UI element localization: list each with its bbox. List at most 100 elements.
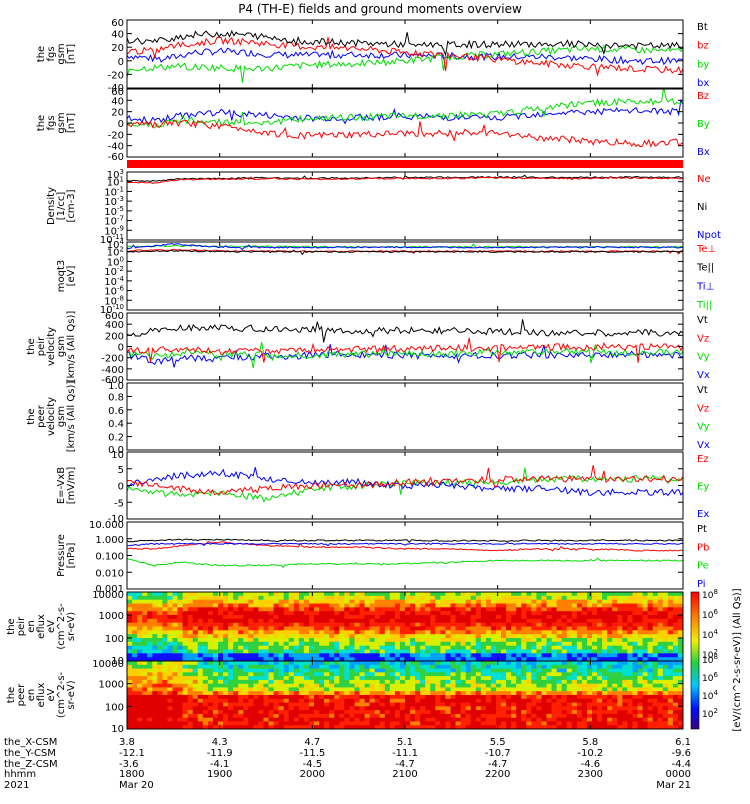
series-line-3 bbox=[127, 538, 683, 543]
series-lines bbox=[127, 538, 683, 569]
legend-entry: Ex bbox=[697, 509, 709, 520]
y-axis-label: peer bbox=[16, 683, 27, 707]
y-tick-label: -60 bbox=[108, 152, 124, 163]
legend-entry: Npot bbox=[697, 230, 721, 241]
x-tick-value: Mar 21 bbox=[656, 780, 691, 791]
colorbar-label: [eV/(cm^2-s-sr-eV)] (All Qs)] bbox=[732, 588, 743, 731]
y-axis-label: peir bbox=[16, 616, 27, 636]
legend-entry: Pb bbox=[697, 542, 709, 553]
y-axis-label: the bbox=[26, 338, 37, 354]
x-tick-value: 2300 bbox=[578, 769, 603, 780]
x-tick-value: 5.5 bbox=[490, 737, 506, 748]
series-lines bbox=[127, 174, 683, 184]
series-line-3 bbox=[127, 249, 683, 256]
legend-entry: Vx bbox=[697, 370, 710, 381]
x-tick-value: -11.9 bbox=[207, 748, 233, 759]
y-axis-label: [nT] bbox=[66, 113, 77, 133]
y-axis-label: gsm bbox=[56, 43, 67, 64]
x-row-label: the_Y-CSM bbox=[4, 748, 56, 759]
panel-efield: 10 5 0 -5 -10 E=-VxB [mV/m] Ez Ey Ex bbox=[56, 450, 709, 525]
panel-frame bbox=[126, 171, 684, 241]
series-line-0 bbox=[127, 467, 683, 503]
y-tick-label: 0.100 bbox=[95, 552, 124, 563]
x-tick-value: -4.1 bbox=[210, 759, 230, 770]
y-tick-label: 600 bbox=[105, 311, 124, 322]
y-tick-label: -20 bbox=[108, 130, 124, 141]
x-tick-value: 1900 bbox=[207, 769, 232, 780]
y-axis-label: gsm bbox=[56, 336, 67, 357]
y-axis-label: (cm^2-s- bbox=[56, 603, 67, 650]
legend-entry: Te⊥ bbox=[696, 244, 716, 255]
panel-peer-velocity: 1.00.8 0.6 0.4 0.20.0 the peer velocity gsm [km/… bbox=[26, 381, 710, 456]
colorbar-tick-label: 104 bbox=[702, 628, 718, 641]
series-line-3 bbox=[127, 29, 683, 57]
series-line-0 bbox=[127, 98, 683, 125]
quality-flag-bar bbox=[127, 160, 683, 168]
y-tick-label: 10-2 bbox=[104, 265, 124, 278]
y-tick-label: -200 bbox=[101, 354, 124, 365]
y-tick-label: 102 bbox=[107, 246, 124, 259]
y-tick-label: 20 bbox=[111, 43, 124, 54]
y-tick-label: 1000 bbox=[99, 611, 124, 622]
y-tick-label: 0 bbox=[118, 57, 124, 68]
y-tick-label: 0.0 bbox=[108, 445, 124, 456]
legend-entry: Vz bbox=[697, 403, 709, 414]
y-axis-label: en bbox=[26, 620, 37, 633]
series-line-0 bbox=[127, 557, 683, 569]
y-axis-label: Density bbox=[46, 187, 57, 225]
colorbar-tick-label: 106 bbox=[702, 671, 718, 684]
x-tick-value: -9.6 bbox=[671, 748, 691, 759]
y-tick-label: 10-6 bbox=[104, 285, 124, 298]
y-tick-label: 400 bbox=[105, 320, 124, 331]
series-lines bbox=[127, 319, 683, 369]
panel-frame bbox=[126, 521, 684, 590]
y-axis-label: eV bbox=[46, 688, 57, 701]
x-tick-value: -4.7 bbox=[488, 759, 508, 770]
x-row-label: 2021 bbox=[4, 780, 29, 791]
y-axis-label: en bbox=[26, 689, 37, 702]
y-tick-label: 60 bbox=[111, 18, 124, 29]
colorbar: 108 108 106 106 104 104 102 102 [eV/(cm^2-s-sr-e… bbox=[690, 588, 743, 732]
y-tick-label: 10-5 bbox=[104, 205, 124, 218]
x-tick-value: Mar 20 bbox=[119, 780, 154, 791]
y-axis-label: gsm bbox=[56, 112, 67, 133]
y-axis-label: eflux bbox=[36, 683, 47, 708]
y-axis-label: fgs bbox=[46, 115, 57, 130]
y-tick-label: 100 bbox=[107, 255, 124, 268]
legend-entry: Vx bbox=[697, 440, 710, 451]
y-axis-label: E=-VxB bbox=[56, 467, 67, 504]
y-axis-label: (cm^2-s- bbox=[56, 671, 67, 718]
x-tick-value: 5.8 bbox=[582, 737, 598, 748]
y-tick-label: -5 bbox=[114, 498, 124, 509]
series-lines bbox=[127, 465, 683, 503]
x-tick-value: -11.5 bbox=[299, 748, 325, 759]
y-tick-label: 5 bbox=[118, 465, 124, 476]
series-lines bbox=[127, 242, 683, 256]
y-tick-label: -10 bbox=[108, 514, 124, 525]
y-axis-label: the bbox=[6, 687, 17, 703]
legend-entry: Te|| bbox=[696, 263, 714, 274]
panel-frame bbox=[126, 382, 684, 451]
x-row-label: the_X-CSM bbox=[4, 737, 57, 748]
y-tick-label: 10-8 bbox=[104, 294, 124, 307]
y-tick-label: 103 bbox=[107, 168, 124, 181]
x-tick-value: -12.1 bbox=[119, 748, 145, 759]
x-tick-value: 4.7 bbox=[304, 737, 320, 748]
y-tick-label: 10 bbox=[111, 724, 124, 735]
legend-entry: By bbox=[697, 119, 710, 130]
colorbar-tick-label: 108 bbox=[702, 588, 718, 601]
y-axis-label: peir bbox=[36, 336, 47, 356]
y-tick-label: 0.4 bbox=[108, 419, 124, 430]
y-tick-label: 1.0 bbox=[108, 381, 124, 392]
y-tick-label: 10-10 bbox=[100, 303, 124, 316]
panel-pressure: 10.000 1.000 0.100 0.010 0.001 Pressure [nPa] P… bbox=[56, 520, 709, 595]
y-axis-label: the bbox=[36, 46, 47, 62]
legend-entry: Pe bbox=[697, 561, 709, 572]
legend-entry: bz bbox=[697, 41, 709, 52]
x-tick-value: 5.1 bbox=[397, 737, 413, 748]
y-tick-label: 1000 bbox=[99, 680, 124, 691]
y-axis-label: gsm bbox=[56, 406, 67, 427]
x-tick-value: -10.2 bbox=[577, 748, 603, 759]
series-line-3 bbox=[127, 319, 683, 343]
